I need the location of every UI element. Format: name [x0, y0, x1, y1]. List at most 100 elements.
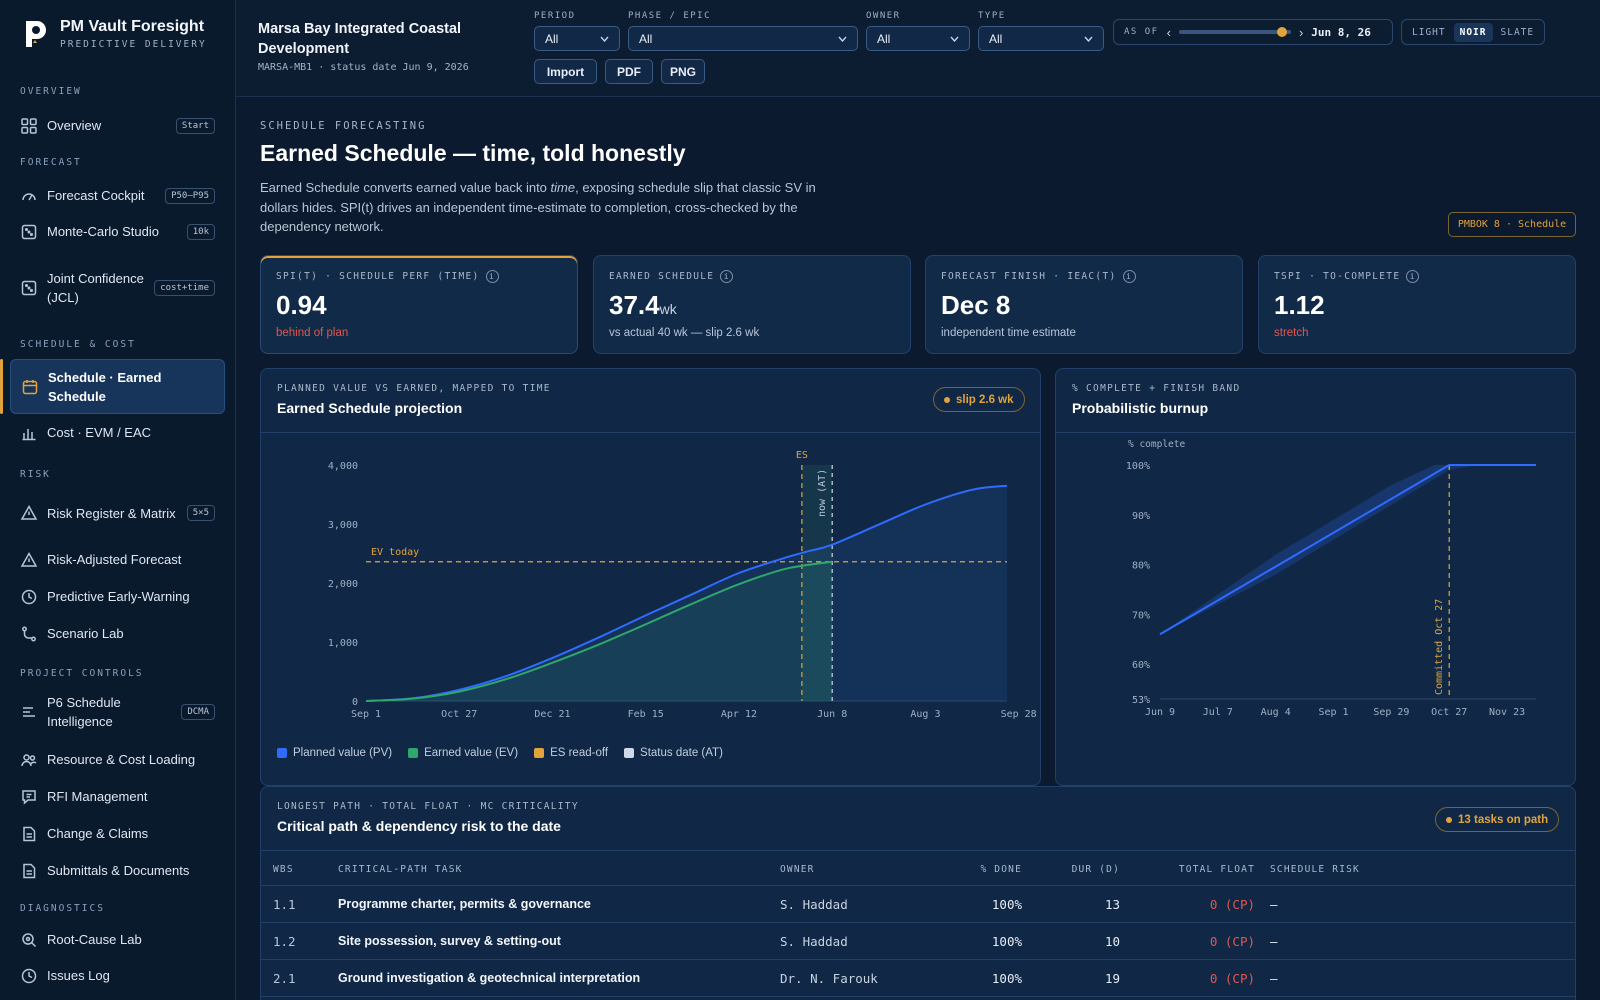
x-tick-label: Oct 27	[441, 709, 477, 720]
y-tick-label: 70%	[1132, 610, 1150, 621]
theme-noir[interactable]: NOIR	[1453, 22, 1493, 42]
theme-slate[interactable]: SLATE	[1500, 26, 1535, 38]
cell-total-float: 0 (CP)	[1209, 970, 1255, 986]
sidebar-item-forecast-cockpit[interactable]: Forecast Cockpit P50–P95	[10, 182, 225, 209]
document-icon	[23, 863, 36, 878]
status-dot	[1446, 816, 1452, 823]
kpi-label-text: TSPI · TO-COMPLETE	[1274, 271, 1401, 282]
sidebar-item-scenario-lab[interactable]: Scenario Lab	[10, 620, 225, 647]
table-row[interactable]: 1.1 Programme charter, permits & governan…	[261, 886, 1575, 923]
as-of-slider[interactable]	[1178, 27, 1291, 37]
col-wbs[interactable]: WBS	[273, 863, 294, 875]
project-title: Marsa Bay Integrated Coastal Development	[258, 21, 462, 57]
sidebar-item-risk-adjusted-forecast[interactable]: Risk-Adjusted Forecast	[10, 546, 225, 573]
filter-phase: PHASE / EPIC All	[628, 11, 858, 51]
legend-item-at[interactable]: Status date (AT)	[624, 747, 723, 759]
legend-swatch	[624, 748, 635, 758]
info-icon[interactable]: i	[1122, 270, 1136, 283]
earned-schedule-panel: PLANNED VALUE VS EARNED, MAPPED TO TIME …	[260, 368, 1041, 786]
sidebar-item-submittals-documents[interactable]: Submittals & Documents	[10, 857, 225, 884]
png-button[interactable]: PNG	[661, 59, 705, 84]
x-tick-label: Jun 8	[817, 709, 847, 720]
import-button[interactable]: Import	[534, 59, 597, 84]
sidebar-item-resource-cost-loading[interactable]: Resource & Cost Loading	[10, 746, 225, 773]
sidebar-item-joint-confidence-jcl[interactable]: Joint Confidence (JCL) cost+time	[10, 258, 225, 318]
sidebar-item-predictive-early-warning[interactable]: Predictive Early-Warning	[10, 583, 225, 610]
legend-item-ev[interactable]: Earned value (EV)	[408, 747, 518, 759]
brand[interactable]: PM Vault Foresight PREDICTIVE DELIVERY	[22, 18, 207, 50]
filter-owner-label: OWNER	[866, 11, 901, 21]
sidebar-item-cost-evm-eac[interactable]: Cost · EVM / EAC	[10, 419, 225, 446]
chevron-right-icon[interactable]: ›	[1298, 24, 1304, 40]
cell-task: Programme charter, permits & governance	[338, 897, 591, 911]
sidebar-item-label: Overview	[47, 118, 102, 133]
sidebar-item-label: Cost · EVM / EAC	[47, 425, 152, 440]
x-tick-label: Sep 1	[351, 709, 381, 720]
ev-series-line	[365, 560, 833, 702]
kpi-label-text: FORECAST FINISH · IEAC(T)	[941, 271, 1117, 282]
lines-icon	[23, 707, 35, 717]
col-owner[interactable]: OWNER	[780, 863, 815, 875]
phase-select[interactable]: All	[628, 26, 858, 51]
x-tick-label: Aug 4	[1261, 707, 1291, 718]
theme-light[interactable]: LIGHT	[1412, 26, 1446, 38]
sidebar-item-overview[interactable]: Overview Start	[10, 112, 225, 139]
pdf-button[interactable]: PDF	[605, 59, 653, 84]
chevron-left-icon[interactable]: ‹	[1166, 24, 1171, 40]
panel-eyebrow: % COMPLETE + FINISH BAND	[1072, 383, 1241, 394]
slip-band	[801, 465, 833, 701]
cell-percent-done: 100%	[991, 896, 1022, 912]
sidebar-item-label: Monte-Carlo Studio	[47, 224, 159, 239]
active-indicator	[0, 359, 3, 414]
sidebar-item-issues-log[interactable]: Issues Log	[10, 962, 225, 989]
sidebar-item-schedule-earned-schedule[interactable]: Schedule · Earned Schedule	[10, 359, 225, 414]
slip-badge-label: slip 2.6 wk	[956, 393, 1014, 406]
info-icon[interactable]: i	[1406, 270, 1420, 283]
sidebar-item-label: Risk-Adjusted Forecast	[47, 552, 182, 567]
info-icon[interactable]: i	[720, 270, 734, 283]
legend-item-es[interactable]: ES read-off	[534, 747, 608, 759]
filter-owner: OWNER All	[866, 11, 970, 51]
sidebar-item-rfi-management[interactable]: RFI Management	[10, 783, 225, 810]
gauge-icon	[22, 192, 36, 200]
col-task[interactable]: CRITICAL-PATH TASK	[338, 863, 463, 875]
info-icon[interactable]: i	[485, 270, 499, 283]
x-tick-label: Feb 15	[628, 709, 664, 720]
col-total-float[interactable]: TOTAL FLOAT	[1178, 863, 1255, 875]
x-tick-label: Nov 23	[1489, 707, 1525, 718]
reference-tag[interactable]: PMBOK 8 · Schedule	[1448, 212, 1576, 237]
sidebar-item-risk-register-matrix[interactable]: Risk Register & Matrix 5×5	[10, 492, 225, 534]
col-done[interactable]: % DONE	[980, 863, 1022, 875]
cell-schedule-risk: —	[1270, 933, 1278, 949]
kpi-label: SPI(T) · SCHEDULE PERF (TIME) i	[276, 270, 562, 283]
earned-schedule-chart: 0 1,000 2,000 3,000 4,000 Sep 1 Oct 27 Dec 21 Fe…	[328, 450, 1037, 720]
cell-percent-done: 100%	[991, 933, 1022, 949]
page-title: Earned Schedule — time, told honestly	[260, 140, 686, 166]
status-dot	[944, 396, 950, 403]
cell-duration: 19	[1104, 970, 1120, 986]
sidebar-item-p6-schedule-intelligence[interactable]: P6 Schedule Intelligence DCMA	[10, 691, 225, 733]
sidebar-item-root-cause-lab[interactable]: Root-Cause Lab	[10, 926, 225, 953]
tasks-on-path-label: 13 tasks on path	[1458, 813, 1549, 826]
table-row[interactable]: 1.2 Site possession, survey & setting-out…	[261, 923, 1575, 960]
period-select[interactable]: All	[534, 26, 620, 51]
filter-period: PERIOD All	[534, 11, 620, 51]
legend-label: Earned value (EV)	[424, 747, 519, 759]
owner-select[interactable]: All	[866, 26, 970, 51]
type-select[interactable]: All	[978, 26, 1104, 51]
kpi-unit: wk	[659, 301, 677, 317]
panel-title: Earned Schedule projection	[277, 400, 463, 416]
as-of-slider-handle[interactable]	[1276, 27, 1287, 37]
sidebar-item-label: Forecast Cockpit	[47, 188, 145, 203]
sidebar-item-monte-carlo-studio[interactable]: Monte-Carlo Studio 10k	[10, 218, 225, 245]
col-schedule-risk[interactable]: SCHEDULE RISK	[1270, 863, 1360, 875]
kpi-note: behind of plan	[276, 327, 349, 339]
critical-path-table: WBS CRITICAL-PATH TASK OWNER % DONE DUR …	[261, 853, 1575, 997]
kpi-label-text: SPI(T) · SCHEDULE PERF (TIME)	[276, 271, 480, 282]
col-duration[interactable]: DUR (D)	[1071, 863, 1120, 875]
legend-item-pv[interactable]: Planned value (PV)	[277, 747, 392, 759]
clock-icon	[21, 968, 37, 983]
brand-subtitle: PREDICTIVE DELIVERY	[60, 39, 207, 50]
table-row[interactable]: 2.1 Ground investigation & geotechnical i…	[261, 960, 1575, 997]
sidebar-item-change-claims[interactable]: Change & Claims	[10, 820, 225, 847]
